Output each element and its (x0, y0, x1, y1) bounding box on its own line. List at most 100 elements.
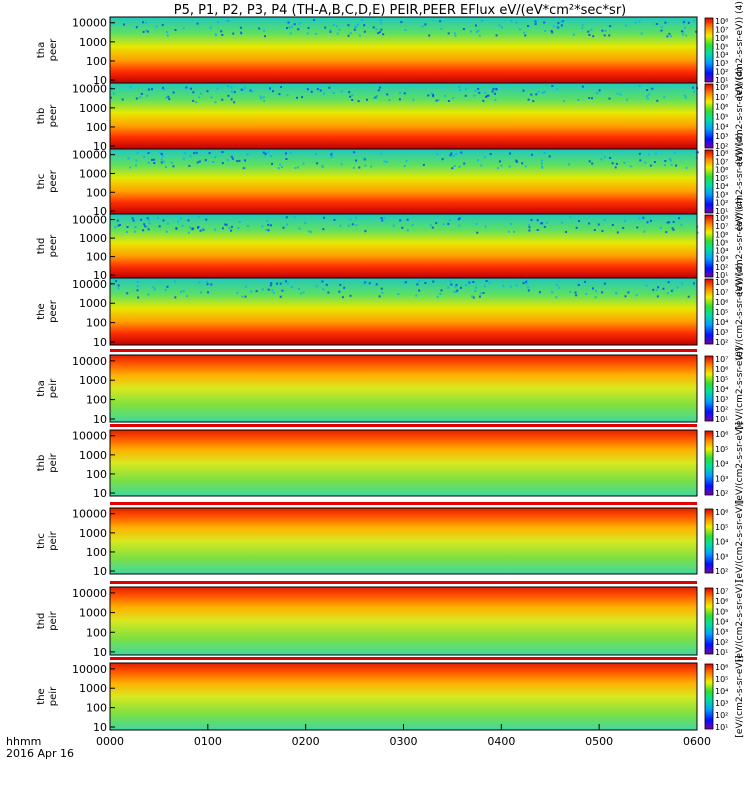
noise-pixel (525, 165, 527, 167)
colorbar-tick-label: 10⁴ (715, 51, 728, 60)
y-tick-label: 10000 (72, 430, 107, 443)
colorbar-tick-label: 10⁴ (715, 247, 728, 256)
noise-pixel (231, 86, 233, 88)
colorbar-tick-label: 10⁵ (715, 42, 728, 51)
noise-pixel (153, 159, 155, 161)
noise-pixel (589, 160, 591, 162)
noise-pixel (528, 224, 530, 226)
noise-pixel (363, 24, 365, 26)
noise-pixel (294, 23, 296, 25)
colorbar-tick-label: 10⁷ (715, 93, 728, 102)
noise-pixel (523, 90, 525, 92)
noise-pixel (127, 226, 129, 228)
noise-pixel (136, 26, 138, 28)
noise-pixel (569, 216, 571, 218)
noise-pixel (622, 227, 624, 229)
noise-pixel (349, 96, 351, 98)
colorbar-tick-label: 10³ (715, 59, 728, 68)
spectrogram-image (110, 214, 697, 278)
y-tick-label: 1000 (79, 449, 107, 462)
noise-pixel (510, 20, 512, 22)
y-tick-label: 100 (86, 702, 107, 715)
colorbar (705, 664, 713, 729)
panel-species-label: peir (48, 378, 59, 398)
noise-pixel (286, 27, 288, 29)
noise-pixel (197, 162, 199, 164)
colorbar-tick-label: 10⁶ (715, 103, 728, 112)
noise-pixel (336, 25, 338, 27)
noise-pixel (591, 29, 593, 31)
noise-pixel (678, 217, 680, 219)
noise-pixel (132, 217, 134, 219)
noise-pixel (623, 162, 625, 164)
noise-pixel (237, 227, 239, 229)
y-tick-label: 10 (93, 487, 107, 500)
noise-pixel (156, 26, 158, 28)
noise-pixel (447, 223, 449, 225)
noise-pixel (608, 34, 610, 36)
noise-pixel (439, 20, 441, 22)
noise-pixel (575, 294, 577, 296)
panel-probe-label: tha (36, 42, 47, 58)
noise-pixel (538, 91, 540, 93)
colorbar-tick-label: 10² (715, 711, 728, 720)
noise-pixel (200, 93, 202, 95)
noise-pixel (375, 28, 377, 30)
noise-pixel (311, 91, 313, 93)
noise-pixel (183, 27, 185, 29)
noise-pixel (162, 24, 164, 26)
noise-pixel (304, 222, 306, 224)
y-tick-label: 1000 (79, 36, 107, 49)
noise-pixel (400, 21, 402, 23)
colorbar (705, 431, 713, 495)
noise-pixel (661, 30, 663, 32)
noise-pixel (359, 35, 361, 37)
noise-pixel (661, 26, 663, 28)
noise-pixel (217, 21, 219, 23)
noise-pixel (539, 291, 541, 293)
colorbar (705, 84, 713, 148)
noise-pixel (668, 281, 670, 283)
colorbar-tick-label: 10⁷ (715, 157, 728, 166)
x-tick-label: 0600 (683, 735, 711, 748)
noise-pixel (595, 296, 597, 298)
noise-pixel (541, 160, 543, 162)
status-bar (110, 657, 697, 660)
noise-pixel (244, 159, 246, 161)
noise-pixel (528, 230, 530, 232)
noise-pixel (301, 96, 303, 98)
noise-pixel (693, 91, 695, 93)
noise-pixel (227, 85, 229, 87)
noise-pixel (212, 161, 214, 163)
noise-pixel (476, 223, 478, 225)
noise-pixel (528, 99, 530, 101)
noise-pixel (343, 287, 345, 289)
noise-pixel (144, 225, 146, 227)
noise-pixel (636, 226, 638, 228)
noise-pixel (524, 34, 526, 36)
colorbar-tick-label: 10⁵ (715, 308, 728, 317)
noise-pixel (587, 31, 589, 33)
noise-pixel (171, 162, 173, 164)
noise-pixel (342, 296, 344, 298)
noise-pixel (188, 232, 190, 234)
noise-pixel (143, 156, 145, 158)
noise-pixel (321, 165, 323, 167)
noise-pixel (258, 27, 260, 29)
colorbar-unit-label: [eV/(cm2-s-sr-eV)] (735, 655, 745, 737)
x-tick-label: 0100 (194, 735, 222, 748)
noise-pixel (323, 93, 325, 95)
noise-pixel (612, 162, 614, 164)
noise-pixel (115, 280, 117, 282)
noise-pixel (404, 165, 406, 167)
y-tick-label: 10000 (72, 149, 107, 162)
noise-pixel (350, 218, 352, 220)
noise-pixel (263, 152, 265, 154)
noise-pixel (152, 286, 154, 288)
colorbar-tick-label: 10⁵ (715, 675, 728, 684)
noise-pixel (500, 165, 502, 167)
noise-pixel (263, 100, 265, 102)
noise-pixel (448, 32, 450, 34)
figure-title: P5, P1, P2, P3, P4 (TH-A,B,C,D,E) PEIR,P… (174, 3, 627, 18)
